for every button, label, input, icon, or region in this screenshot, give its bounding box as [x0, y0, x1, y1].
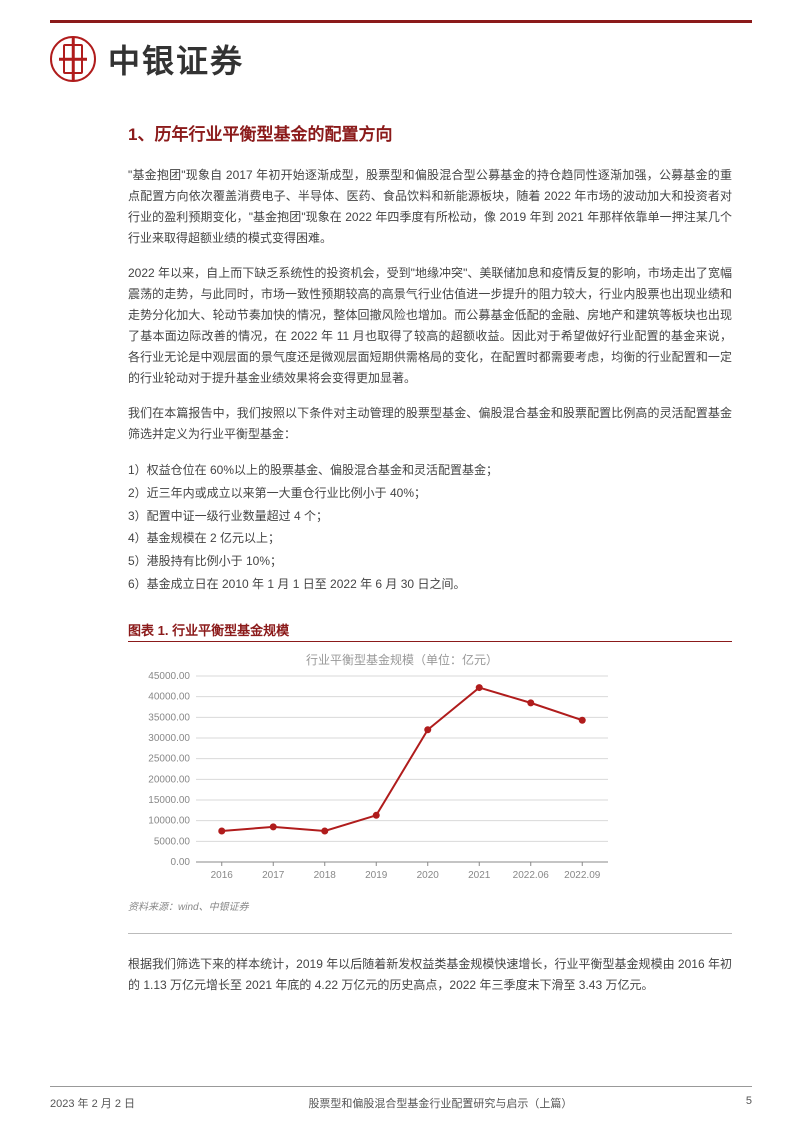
svg-text:行业平衡型基金规模（单位：亿元）: 行业平衡型基金规模（单位：亿元）	[306, 652, 498, 667]
list-item: 2）近三年内或成立以来第一大重仓行业比例小于 40%；	[128, 482, 732, 505]
svg-text:2022.09: 2022.09	[564, 870, 601, 881]
svg-text:30000.00: 30000.00	[148, 733, 190, 744]
svg-text:2016: 2016	[211, 870, 234, 881]
chart-title-underline	[128, 641, 732, 643]
boc-logo-icon	[50, 36, 96, 82]
svg-text:2019: 2019	[365, 870, 388, 881]
list-item: 3）配置中证一级行业数量超过 4 个；	[128, 505, 732, 528]
svg-text:25000.00: 25000.00	[148, 754, 190, 765]
list-item: 6）基金成立日在 2010 年 1 月 1 日至 2022 年 6 月 30 日…	[128, 573, 732, 596]
criteria-list: 1）权益仓位在 60%以上的股票基金、偏股混合基金和灵活配置基金； 2）近三年内…	[128, 459, 732, 596]
chart-source: 资料来源：wind、中银证券	[128, 898, 732, 913]
footer-date: 2023 年 2 月 2 日	[50, 1095, 135, 1111]
svg-text:2018: 2018	[314, 870, 337, 881]
svg-text:15000.00: 15000.00	[148, 795, 190, 806]
chart-source-underline	[128, 933, 732, 934]
svg-text:2017: 2017	[262, 870, 285, 881]
footer-doc-title: 股票型和偏股混合型基金行业配置研究与启示（上篇）	[308, 1095, 572, 1111]
svg-text:0.00: 0.00	[171, 857, 191, 868]
svg-text:20000.00: 20000.00	[148, 775, 190, 786]
chart-title: 图表 1. 行业平衡型基金规模	[128, 620, 732, 639]
list-item: 4）基金规模在 2 亿元以上；	[128, 527, 732, 550]
section-title: 1、历年行业平衡型基金的配置方向	[128, 120, 732, 145]
paragraph-1: "基金抱团"现象自 2017 年初开始逐渐成型，股票型和偏股混合型公募基金的持仓…	[128, 165, 732, 249]
svg-text:2022.06: 2022.06	[513, 870, 550, 881]
header: 中银证券	[50, 36, 244, 82]
svg-text:40000.00: 40000.00	[148, 692, 190, 703]
svg-text:2021: 2021	[468, 870, 491, 881]
line-chart-svg: 行业平衡型基金规模（单位：亿元） 0.00 5000.00 10000.00 15000…	[128, 652, 628, 892]
content: 1、历年行业平衡型基金的配置方向 "基金抱团"现象自 2017 年初开始逐渐成型…	[128, 120, 732, 1010]
fund-scale-chart: 行业平衡型基金规模（单位：亿元） 0.00 5000.00 10000.00 15000…	[128, 652, 628, 892]
svg-text:35000.00: 35000.00	[148, 713, 190, 724]
paragraph-after-chart: 根据我们筛选下来的样本统计，2019 年以后随着新发权益类基金规模快速增长，行业…	[128, 954, 732, 996]
footer-page: 5	[746, 1095, 752, 1111]
svg-text:5000.00: 5000.00	[154, 837, 191, 848]
list-item: 5）港股持有比例小于 10%；	[128, 550, 732, 573]
paragraph-3: 我们在本篇报告中，我们按照以下条件对主动管理的股票型基金、偏股混合基金和股票配置…	[128, 403, 732, 445]
brand-text: 中银证券	[108, 36, 244, 82]
footer: 2023 年 2 月 2 日 股票型和偏股混合型基金行业配置研究与启示（上篇） …	[50, 1086, 752, 1111]
top-border	[50, 20, 752, 23]
svg-text:2020: 2020	[417, 870, 440, 881]
svg-text:10000.00: 10000.00	[148, 816, 190, 827]
paragraph-2: 2022 年以来，自上而下缺乏系统性的投资机会，受到"地缘冲突"、美联储加息和疫…	[128, 263, 732, 389]
list-item: 1）权益仓位在 60%以上的股票基金、偏股混合基金和灵活配置基金；	[128, 459, 732, 482]
svg-text:45000.00: 45000.00	[148, 671, 190, 682]
